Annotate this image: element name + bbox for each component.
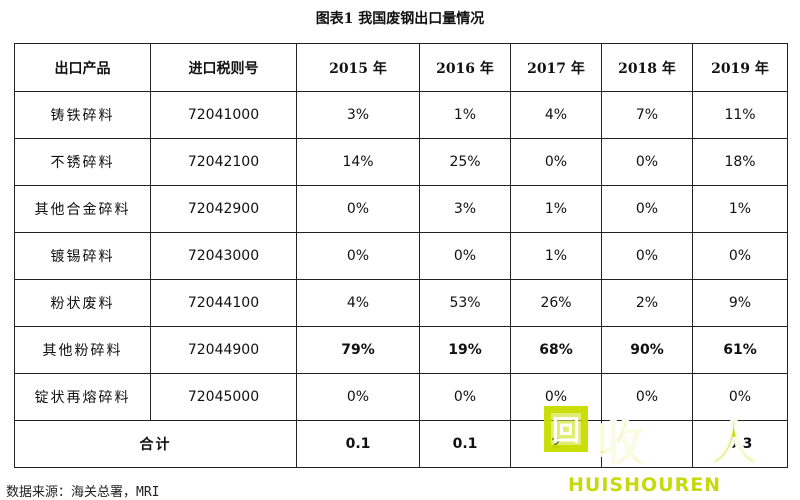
col-header: 2018 年 [601, 43, 693, 92]
value-cell: 2% [601, 279, 693, 327]
watermark-glyph: 收 [595, 415, 645, 473]
code-cell: 72042100 [150, 138, 297, 186]
value-cell: 90% [601, 326, 693, 374]
header-row: 出口产品 进口税则号 2015 年 2016 年 2017 年 2018 年 2… [14, 43, 788, 92]
col-header: 2015 年 [296, 43, 420, 92]
value-cell: 1% [419, 91, 511, 139]
code-cell: 72045000 [150, 373, 297, 421]
table-row: 粉状废料 72044100 4% 53% 26% 2% 9% [14, 279, 788, 327]
value-cell: 0% [510, 138, 602, 186]
value-cell: 3% [419, 185, 511, 233]
code-cell: 72043000 [150, 232, 297, 280]
value-cell: 1% [510, 185, 602, 233]
product-cell: 锭状再熔碎料 [14, 373, 151, 421]
value-cell: 11% [692, 91, 788, 139]
total-label: 合计 [14, 420, 297, 468]
code-cell: 72042900 [150, 185, 297, 233]
watermark-box-glyph: 回 [544, 406, 588, 452]
value-cell: 25% [419, 138, 511, 186]
value-cell: 0% [601, 373, 693, 421]
total-cell [601, 420, 693, 468]
table-row: 其他合金碎料 72042900 0% 3% 1% 0% 1% [14, 185, 788, 233]
total-cell: 0.1 [296, 420, 420, 468]
value-cell: 0% [601, 185, 693, 233]
table-row: 不锈碎料 72042100 14% 25% 0% 0% 18% [14, 138, 788, 186]
table-row: 其他粉碎料 72044900 79% 19% 68% 90% 61% [14, 326, 788, 374]
total-cell: 0.3 [692, 420, 788, 468]
value-cell: 1% [692, 185, 788, 233]
product-cell: 铸铁碎料 [14, 91, 151, 139]
code-cell: 72044100 [150, 279, 297, 327]
value-cell: 4% [296, 279, 420, 327]
col-header: 2019 年 [692, 43, 788, 92]
code-cell: 72041000 [150, 91, 297, 139]
value-cell: 1% [510, 232, 602, 280]
total-row: 合计 0.1 0.1 2 0.3 [14, 420, 788, 468]
product-cell: 粉状废料 [14, 279, 151, 327]
value-cell: 0% [419, 232, 511, 280]
table-row: 铸铁碎料 72041000 3% 1% 4% 7% 11% [14, 91, 788, 139]
code-cell: 72044900 [150, 326, 297, 374]
col-header: 出口产品 [14, 43, 151, 92]
watermark-text: HUISHOUREN [568, 474, 722, 496]
value-cell: 0% [296, 185, 420, 233]
value-cell: 79% [296, 326, 420, 374]
watermark-logo: 回 收 人 HUISHOUREN [532, 404, 798, 498]
value-cell: 0% [692, 373, 788, 421]
value-cell: 26% [510, 279, 602, 327]
watermark-glyph: 人 [709, 415, 759, 473]
table-container: 出口产品 进口税则号 2015 年 2016 年 2017 年 2018 年 2… [14, 43, 788, 468]
total-cell: 0.1 [419, 420, 511, 468]
col-header: 2016 年 [419, 43, 511, 92]
value-cell: 19% [419, 326, 511, 374]
value-cell: 4% [510, 91, 602, 139]
value-cell: 14% [296, 138, 420, 186]
value-cell: 0% [692, 232, 788, 280]
product-cell: 镀锡碎料 [14, 232, 151, 280]
value-cell: 18% [692, 138, 788, 186]
value-cell: 68% [510, 326, 602, 374]
value-cell: 0% [296, 373, 420, 421]
product-cell: 不锈碎料 [14, 138, 151, 186]
source-note: 数据来源：海关总署，MRI [6, 485, 160, 500]
product-cell: 其他合金碎料 [14, 185, 151, 233]
value-cell: 0% [601, 138, 693, 186]
export-table: 出口产品 进口税则号 2015 年 2016 年 2017 年 2018 年 2… [14, 43, 788, 468]
value-cell: 7% [601, 91, 693, 139]
value-cell: 3% [296, 91, 420, 139]
value-cell: 0% [419, 373, 511, 421]
product-cell: 其他粉碎料 [14, 326, 151, 374]
value-cell: 53% [419, 279, 511, 327]
table-row: 镀锡碎料 72043000 0% 0% 1% 0% 0% [14, 232, 788, 280]
value-cell: 61% [692, 326, 788, 374]
table-title: 图表1 我国废钢出口量情况 [315, 11, 485, 27]
value-cell: 0% [296, 232, 420, 280]
value-cell: 0% [601, 232, 693, 280]
value-cell: 9% [692, 279, 788, 327]
col-header: 进口税则号 [150, 43, 297, 92]
col-header: 2017 年 [510, 43, 602, 92]
